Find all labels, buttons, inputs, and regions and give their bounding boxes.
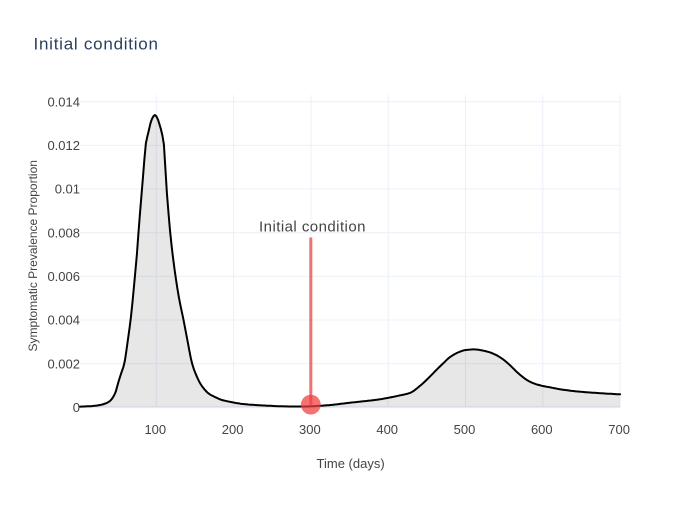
svg-text:0.004: 0.004 [47,313,80,328]
svg-text:400: 400 [376,422,398,437]
svg-text:0.012: 0.012 [47,138,80,153]
svg-text:Time (days): Time (days) [317,456,385,471]
svg-text:700: 700 [608,422,630,437]
svg-text:200: 200 [222,422,244,437]
svg-text:0.01: 0.01 [55,182,80,197]
svg-text:0.002: 0.002 [47,356,80,371]
svg-text:0: 0 [73,400,80,415]
svg-text:500: 500 [454,422,476,437]
svg-text:Initial condition: Initial condition [34,35,159,54]
svg-text:Initial condition: Initial condition [259,218,366,235]
svg-text:0.014: 0.014 [47,94,80,109]
svg-text:600: 600 [531,422,553,437]
svg-text:0.006: 0.006 [47,269,80,284]
svg-text:300: 300 [299,422,321,437]
svg-text:100: 100 [144,422,166,437]
svg-text:Symptomatic Prevalence Proport: Symptomatic Prevalence Proportion [26,160,40,351]
svg-text:0.008: 0.008 [47,225,80,240]
